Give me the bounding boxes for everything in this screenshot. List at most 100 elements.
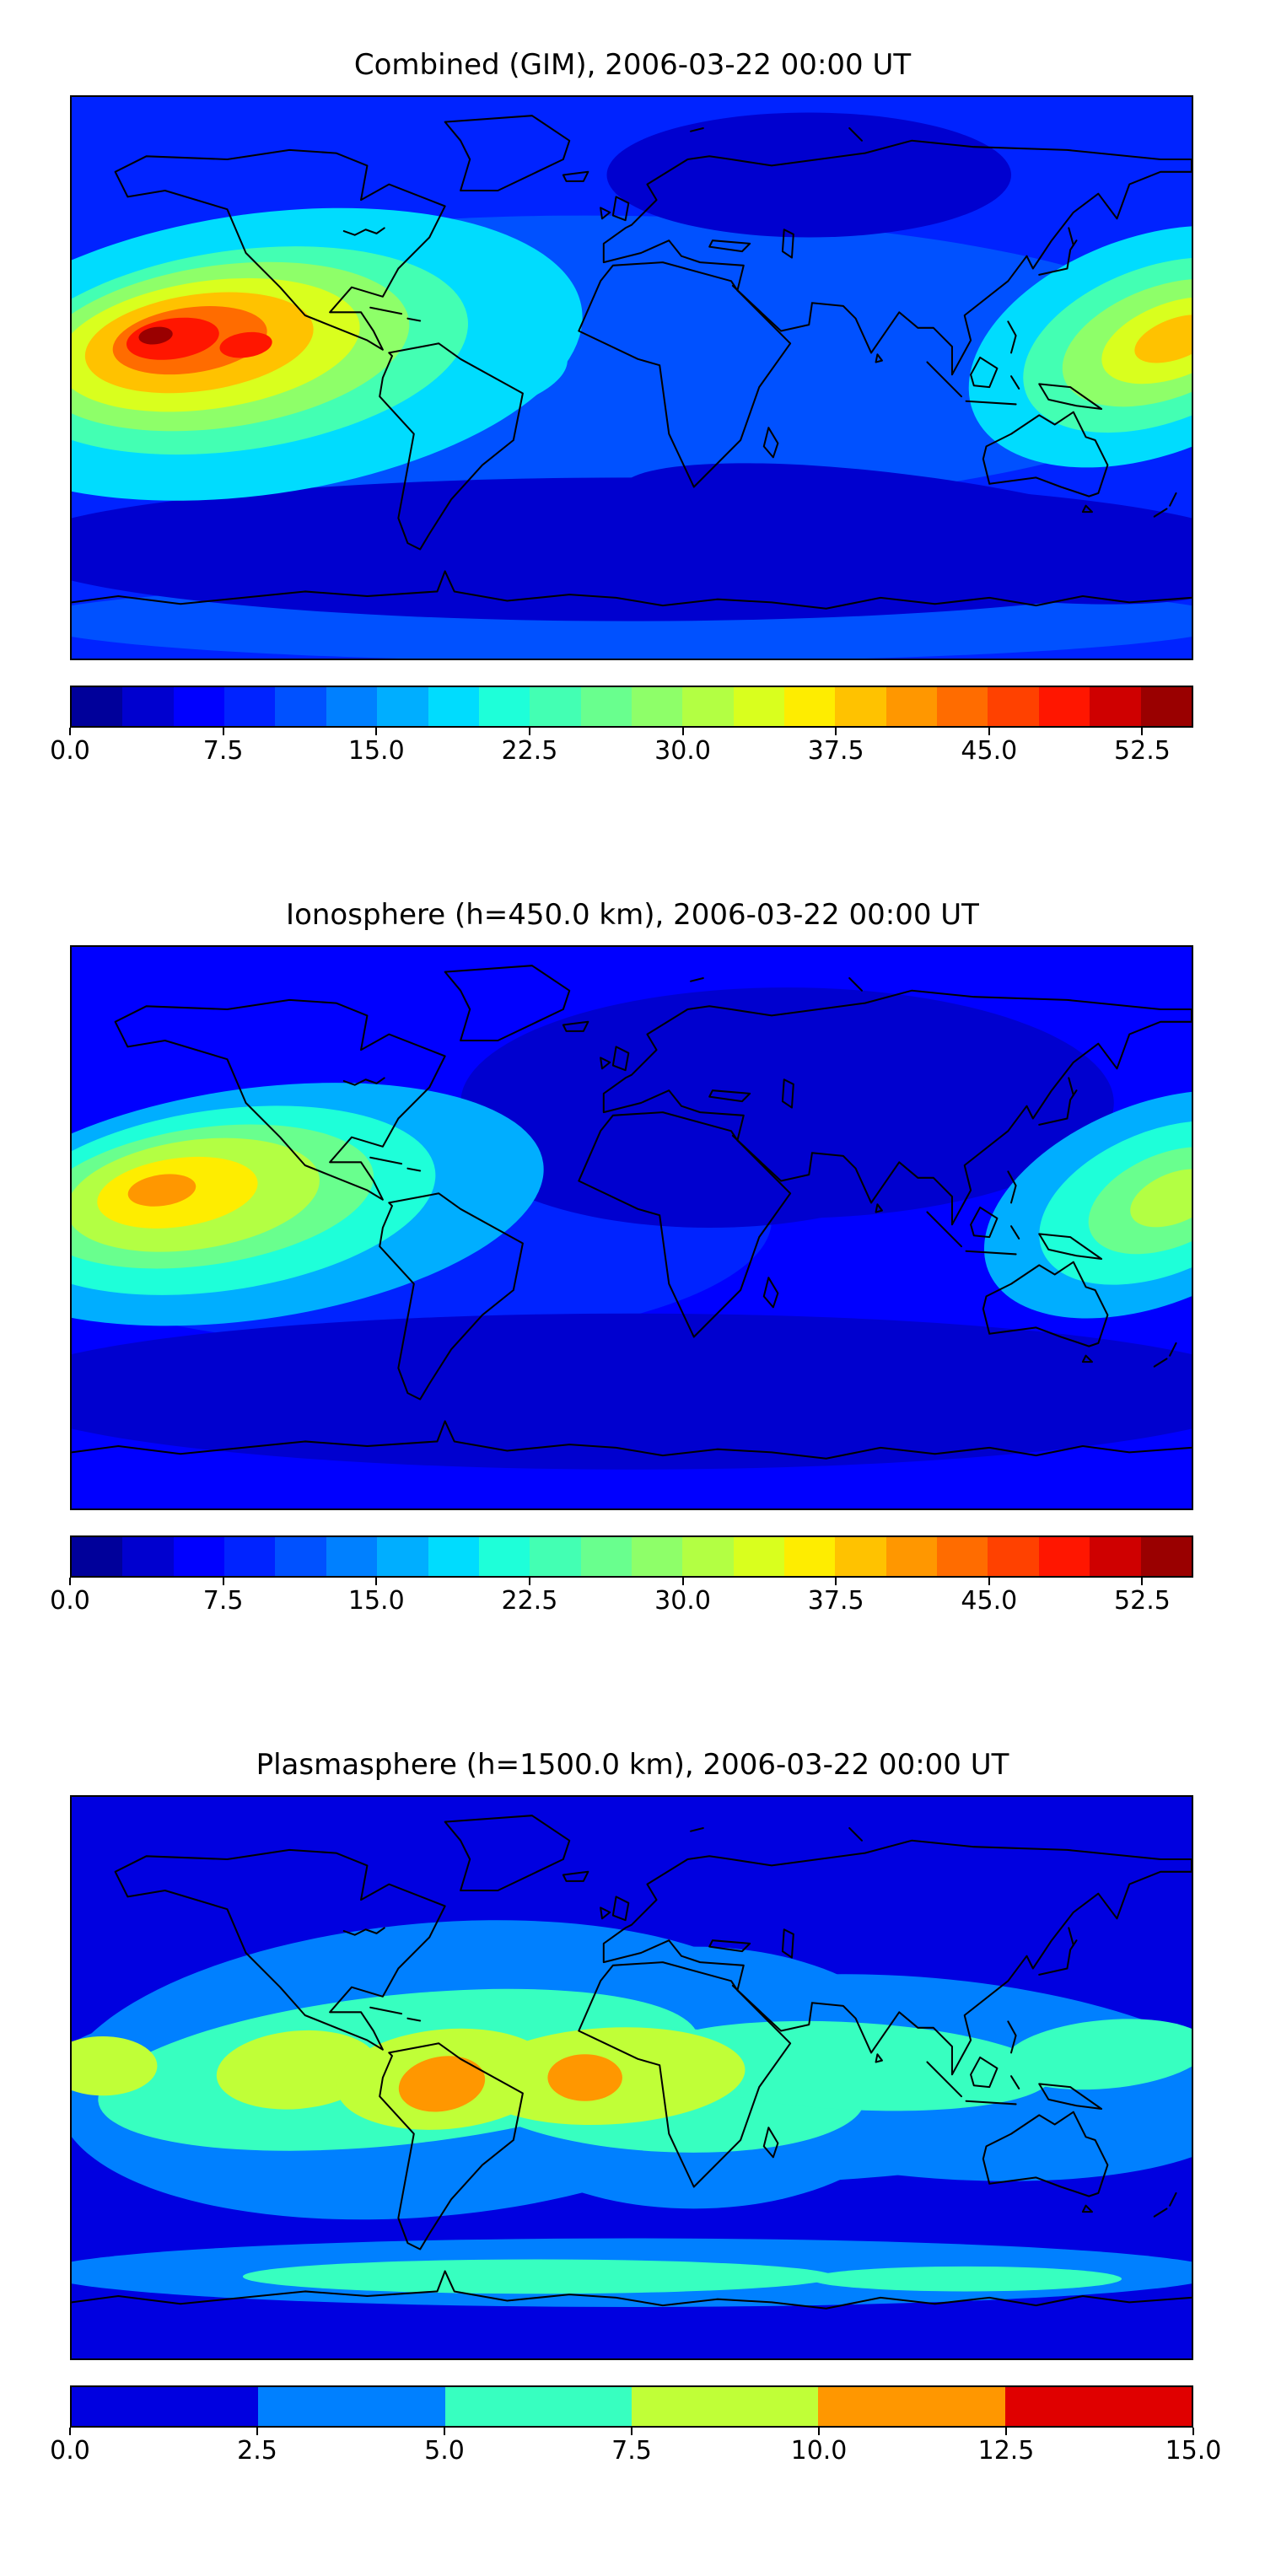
colorbar-segment xyxy=(122,687,174,726)
coastline xyxy=(762,2127,779,2159)
world-contour-map-ionosphere xyxy=(72,947,1192,1508)
colorbar-segment xyxy=(682,1537,734,1576)
contour-feature-atlantic-peak xyxy=(547,2054,622,2101)
colorbar-segment xyxy=(733,1537,785,1576)
coastline xyxy=(982,411,1109,497)
colorbar-segment xyxy=(937,687,988,726)
colorbar-segment xyxy=(1140,687,1192,726)
coastline xyxy=(1038,1233,1103,1261)
coastline xyxy=(926,2061,963,2098)
coastline xyxy=(562,1870,589,1882)
colorbar-tick-label: 37.5 xyxy=(807,736,864,766)
colorbar-ticks-plasmasphere: 0.0 2.5 5.0 7.5 10.0 12.5 15.0 xyxy=(50,2428,1221,2466)
colorbar-tick-label: 30.0 xyxy=(654,736,711,766)
colorbar-tick-mark xyxy=(631,2428,632,2435)
coastline xyxy=(379,1192,524,1401)
colorbar-tick-label: 0.0 xyxy=(50,2436,90,2466)
coastline xyxy=(114,148,446,351)
colorbar-tick-mark xyxy=(817,2428,820,2435)
colorbar-tick-label: 52.5 xyxy=(1114,1586,1171,1616)
coastline xyxy=(1068,1077,1074,1096)
coastline xyxy=(708,239,751,253)
colorbar-segment xyxy=(1090,1537,1141,1576)
panel-combined: Combined (GIM), 2006-03-22 00:00 UT 0.0 7… xyxy=(0,46,1265,766)
coastline xyxy=(1010,375,1020,390)
colorbar-plasmasphere xyxy=(70,2385,1193,2428)
colorbar-segment xyxy=(224,687,276,726)
coastline xyxy=(342,227,385,236)
colorbar-tick-mark xyxy=(988,1578,990,1585)
colorbar-tick-mark xyxy=(528,728,530,735)
coastline xyxy=(444,1815,571,1892)
coastline xyxy=(1153,1342,1177,1368)
coastline xyxy=(611,196,630,222)
colorbar-segment xyxy=(72,1537,123,1576)
coastline xyxy=(875,1203,883,1213)
colorbar-tick-label: 10.0 xyxy=(790,2436,848,2466)
panel-title-plasmasphere: Plasmasphere (h=1500.0 km), 2006-03-22 0… xyxy=(256,1748,1009,1782)
coastline xyxy=(875,2053,883,2063)
coastline xyxy=(562,170,589,182)
coastline xyxy=(875,353,883,363)
coastline xyxy=(731,1134,762,1164)
coastline xyxy=(72,2270,1192,2310)
coastline xyxy=(342,1077,385,1086)
coastline xyxy=(762,1277,779,1309)
colorbar-tick-label: 30.0 xyxy=(654,1586,711,1616)
colorbar-tick-mark xyxy=(1141,1578,1144,1585)
colorbar-tick-label: 15.0 xyxy=(347,1586,405,1616)
coastline xyxy=(1010,2075,1020,2089)
coastline xyxy=(1081,504,1093,514)
colorbar-tick-mark xyxy=(69,1578,71,1585)
coastline xyxy=(1038,2083,1103,2111)
colorbar-segment xyxy=(835,687,886,726)
coastline xyxy=(114,998,446,1201)
contour-feature-pacific-anomaly-peak xyxy=(138,326,173,345)
coastline xyxy=(781,1078,794,1109)
panel-plasmasphere: Plasmasphere (h=1500.0 km), 2006-03-22 0… xyxy=(0,1746,1265,2466)
coastline xyxy=(1007,2020,1017,2054)
colorbar-tick-mark xyxy=(222,728,224,735)
coastline xyxy=(690,126,704,132)
colorbar-tick-mark xyxy=(528,1578,530,1585)
contour-feature-equatorial-core-east xyxy=(647,2020,1052,2111)
colorbar-tick-mark xyxy=(681,728,684,735)
coastline xyxy=(1081,2204,1093,2213)
coastline xyxy=(731,1984,762,2014)
world-contour-map-plasmasphere xyxy=(72,1797,1192,2358)
coastline xyxy=(369,1156,422,1172)
coastline xyxy=(444,115,571,192)
colorbar-segment xyxy=(478,687,530,726)
colorbar-tick-label: 52.5 xyxy=(1114,736,1171,766)
colorbar-segment xyxy=(72,2387,259,2426)
colorbar-segment xyxy=(1038,1537,1090,1576)
colorbar-segment xyxy=(631,2387,819,2426)
coastline xyxy=(1007,320,1017,354)
coastline xyxy=(690,1826,704,1832)
colorbar-tick-label: 45.0 xyxy=(961,736,1018,766)
colorbar-segment xyxy=(530,1537,581,1576)
colorbar-tick-mark xyxy=(69,728,71,735)
coastline xyxy=(848,976,863,992)
colorbar-segment xyxy=(1090,687,1141,726)
coastline xyxy=(342,1927,385,1936)
coastline xyxy=(602,139,1192,376)
colorbar-segment xyxy=(1038,687,1090,726)
coastline xyxy=(600,1906,611,1920)
coastline xyxy=(781,229,794,259)
colorbar-tick-label: 7.5 xyxy=(202,736,244,766)
contour-feature-pacific-anomaly-core-east xyxy=(219,331,272,358)
colorbar-tick-mark xyxy=(1141,728,1144,735)
coastline xyxy=(369,2006,422,2022)
coastline xyxy=(444,965,571,1042)
map-frame-plasmasphere xyxy=(70,1795,1193,2360)
colorbar-combined xyxy=(70,686,1193,728)
colorbar-segment xyxy=(835,1537,886,1576)
coastline xyxy=(926,1211,963,1248)
coastline xyxy=(1068,227,1074,246)
colorbar-tick-label: 7.5 xyxy=(202,1586,244,1616)
colorbar-segment xyxy=(275,687,326,726)
contour-feature-africa-trough xyxy=(460,1041,959,1228)
colorbar-tick-label: 37.5 xyxy=(807,1586,864,1616)
coastline xyxy=(379,2042,524,2251)
